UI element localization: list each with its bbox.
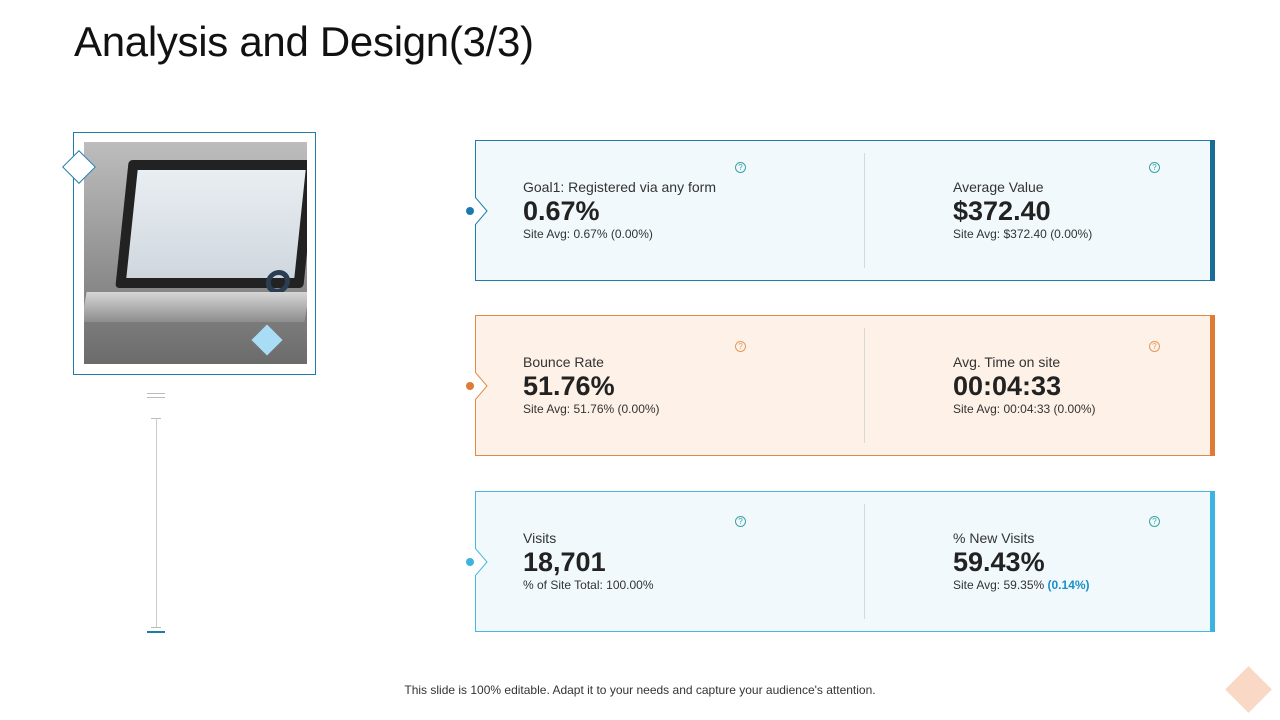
laptop-base xyxy=(84,292,307,322)
card-divider xyxy=(864,328,865,443)
metric-value: 0.67% xyxy=(523,196,600,226)
metric-average-value: Average Value $372.40 Site Avg: $372.40 … xyxy=(953,179,1092,241)
card-dot-icon xyxy=(466,558,474,566)
metric-site-avg-text: Site Avg: 59.35% xyxy=(953,578,1048,592)
help-icon[interactable]: ? xyxy=(1149,162,1160,173)
card-notch xyxy=(475,197,488,225)
page-title: Analysis and Design(3/3) xyxy=(74,18,534,65)
footer-note: This slide is 100% editable. Adapt it to… xyxy=(404,683,876,697)
help-icon[interactable]: ? xyxy=(735,162,746,173)
metric-bounce-rate: Bounce Rate 51.76% Site Avg: 51.76% (0.0… xyxy=(523,354,660,416)
card-dot-icon xyxy=(466,207,474,215)
metric-value: 51.76% xyxy=(523,371,615,401)
help-icon[interactable]: ? xyxy=(1149,341,1160,352)
metric-site-avg: Site Avg: 59.35% (0.14%) xyxy=(953,578,1090,592)
metric-site-total: % of Site Total: 100.00% xyxy=(523,578,654,592)
card-divider xyxy=(864,153,865,268)
metric-avg-time: Avg. Time on site 00:04:33 Site Avg: 00:… xyxy=(953,354,1096,416)
laptop-screen xyxy=(115,160,307,294)
donut-chart-icon xyxy=(264,270,292,294)
help-icon[interactable]: ? xyxy=(1149,516,1160,527)
metric-site-avg: Site Avg: 51.76% (0.00%) xyxy=(523,402,660,416)
timeline-cap xyxy=(151,627,161,628)
metric-label: Avg. Time on site xyxy=(953,354,1061,370)
metric-card-goal: ? ? Goal1: Registered via any form 0.67%… xyxy=(466,140,1215,281)
metric-card-visits: ? ? Visits 18,701 % of Site Total: 100.0… xyxy=(466,491,1215,632)
card-accent-bar xyxy=(1210,315,1215,456)
metric-value: 00:04:33 xyxy=(953,371,1062,401)
metric-label: Visits xyxy=(523,530,557,546)
timeline-bottom-mark xyxy=(147,631,165,633)
metric-site-avg: Site Avg: 00:04:33 (0.00%) xyxy=(953,402,1096,416)
photo-frame xyxy=(73,132,316,375)
metric-new-visits: % New Visits 59.43% Site Avg: 59.35% (0.… xyxy=(953,530,1090,592)
metric-value: $372.40 xyxy=(953,196,1051,226)
help-icon[interactable]: ? xyxy=(735,516,746,527)
laptop-dashboard-display xyxy=(126,170,306,294)
corner-diamond-icon xyxy=(1225,666,1272,713)
card-divider xyxy=(864,504,865,619)
card-accent-bar xyxy=(1210,491,1215,632)
metric-label: Average Value xyxy=(953,179,1044,195)
metric-value: 59.43% xyxy=(953,547,1045,577)
timeline-line xyxy=(156,418,157,628)
help-icon[interactable]: ? xyxy=(735,341,746,352)
metric-label: Bounce Rate xyxy=(523,354,604,370)
metric-label: Goal1: Registered via any form xyxy=(523,179,716,195)
metric-card-bounce: ? ? Bounce Rate 51.76% Site Avg: 51.76% … xyxy=(466,315,1215,456)
card-dot-icon xyxy=(466,382,474,390)
metric-value: 18,701 xyxy=(523,547,606,577)
metric-site-avg: Site Avg: 0.67% (0.00%) xyxy=(523,227,653,241)
metric-change-highlight: (0.14%) xyxy=(1047,578,1090,592)
timeline-top-mark xyxy=(147,397,165,398)
card-accent-bar xyxy=(1210,140,1215,281)
timeline-top-mark xyxy=(147,393,165,394)
metric-goal: Goal1: Registered via any form 0.67% Sit… xyxy=(523,179,716,241)
metric-label: % New Visits xyxy=(953,530,1035,546)
metric-visits: Visits 18,701 % of Site Total: 100.00% xyxy=(523,530,654,592)
card-notch xyxy=(475,372,488,400)
metric-site-avg: Site Avg: $372.40 (0.00%) xyxy=(953,227,1093,241)
card-notch xyxy=(475,548,488,576)
